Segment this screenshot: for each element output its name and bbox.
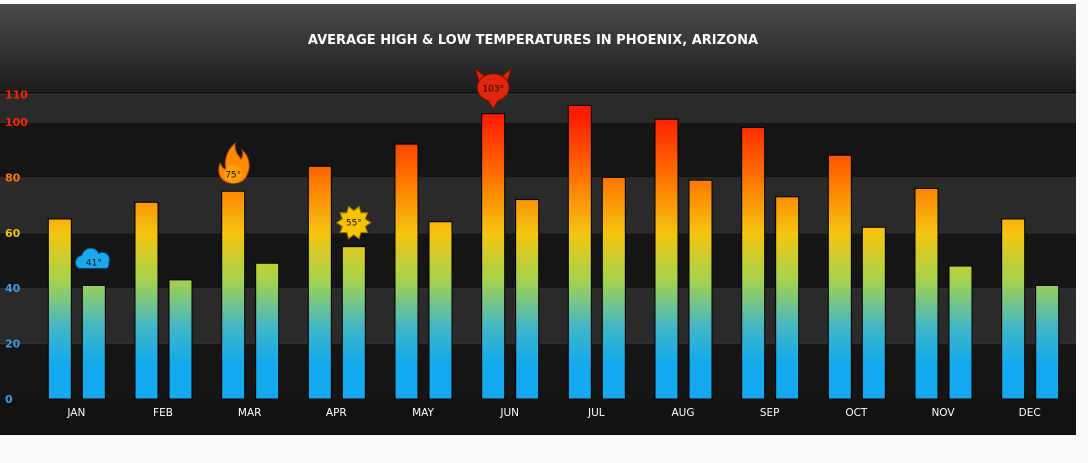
- bar-low-dec: [1035, 284, 1060, 400]
- x-tick-label: AUG: [671, 407, 694, 419]
- y-tick-label: 0: [5, 393, 13, 406]
- chart-header: [0, 4, 1076, 92]
- annotation-label: 41°: [86, 258, 102, 268]
- bar-low-oct: [861, 226, 886, 400]
- bar-high-sep: [741, 127, 766, 400]
- bar-high-nov: [914, 187, 939, 400]
- bar-high-mar: [221, 190, 246, 400]
- bar-low-sep: [775, 196, 800, 400]
- bar-low-may: [428, 221, 453, 400]
- annotation-label: 103°: [482, 85, 504, 95]
- bar-high-oct: [827, 154, 852, 400]
- y-tick-label: 60: [5, 227, 21, 240]
- x-tick-label: NOV: [931, 407, 955, 419]
- bar-low-feb: [168, 279, 193, 400]
- bar-high-jun: [481, 113, 506, 400]
- x-tick-label: APR: [326, 407, 347, 419]
- x-tick-label: JUL: [587, 407, 605, 419]
- chart-panel: AVERAGE HIGH & LOW TEMPERATURES IN PHOEN…: [0, 4, 1076, 435]
- x-tick-label: JAN: [66, 407, 85, 419]
- y-tick-label: 40: [5, 282, 21, 295]
- x-tick-label: OCT: [845, 407, 868, 419]
- bar-low-jan: [81, 284, 106, 400]
- bar-high-apr: [307, 165, 332, 400]
- bar-low-nov: [948, 265, 973, 400]
- chart-title: AVERAGE HIGH & LOW TEMPERATURES IN PHOEN…: [308, 33, 758, 48]
- y-tick-label: 20: [5, 338, 21, 351]
- annotation-label: 55°: [346, 219, 362, 229]
- grid-band: [0, 122, 1076, 178]
- x-tick-label: DEC: [1019, 407, 1041, 419]
- devil-icon: 103°: [474, 67, 513, 110]
- sun-icon: 55°: [335, 205, 372, 240]
- y-tick-label: 80: [5, 171, 21, 184]
- bar-high-jan: [47, 218, 72, 400]
- y-tick-label: 110: [5, 88, 28, 101]
- bar-low-jul: [601, 176, 626, 400]
- bar-high-jul: [567, 104, 592, 400]
- y-tick-label: 100: [5, 116, 28, 129]
- x-tick-label: SEP: [760, 407, 780, 419]
- bar-low-aug: [688, 179, 713, 400]
- bar-high-feb: [134, 201, 159, 400]
- annotation-label: 75°: [225, 170, 241, 180]
- cloud-icon: 41°: [74, 247, 110, 269]
- grid-band: [0, 94, 1076, 122]
- bar-high-aug: [654, 118, 679, 400]
- bar-low-mar: [255, 262, 280, 400]
- x-tick-label: JUN: [499, 407, 519, 419]
- x-tick-label: FEB: [153, 407, 173, 419]
- x-tick-label: MAY: [412, 407, 434, 419]
- chart: AVERAGE HIGH & LOW TEMPERATURES IN PHOEN…: [0, 4, 1076, 419]
- flame-icon: 75°: [218, 142, 250, 184]
- bar-low-apr: [341, 246, 366, 400]
- bar-low-jun: [515, 199, 540, 400]
- bar-high-may: [394, 143, 419, 400]
- x-tick-label: MAR: [238, 407, 262, 419]
- bar-high-dec: [1001, 218, 1026, 400]
